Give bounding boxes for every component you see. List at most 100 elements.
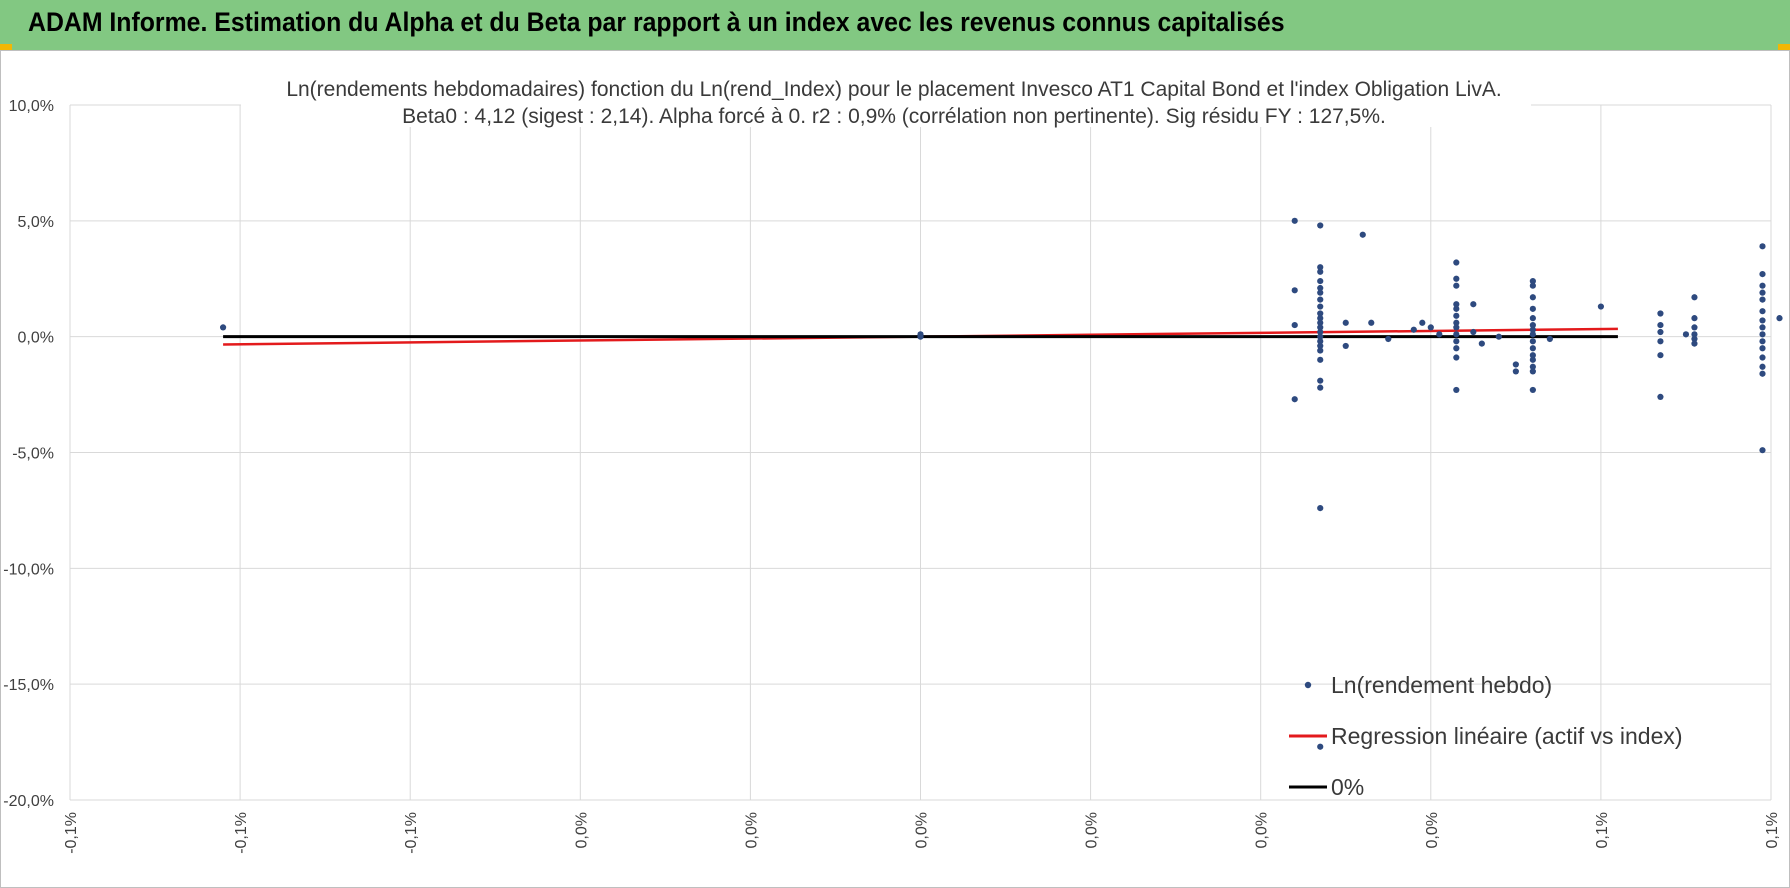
data-point (1759, 317, 1766, 324)
data-point (1317, 338, 1324, 345)
legend-marker-scatter (1304, 681, 1312, 689)
data-point (1317, 377, 1324, 384)
corner-marker-left (0, 44, 12, 50)
corner-marker-right (1778, 44, 1790, 50)
data-point (1682, 331, 1690, 338)
data-point (1453, 319, 1460, 326)
data-point (1759, 370, 1766, 377)
data-point (1529, 282, 1536, 289)
data-point (1317, 319, 1324, 326)
data-point (1529, 315, 1536, 322)
x-tick-label: -0,1% (403, 812, 420, 854)
title-background (241, 69, 1531, 127)
data-point (1657, 328, 1664, 336)
data-point (1317, 342, 1324, 350)
data-point (1759, 282, 1766, 289)
data-point (1470, 301, 1477, 308)
data-point (1453, 305, 1460, 312)
chart-title-line2: Beta0 : 4,12 (sigest : 2,14). Alpha forc… (402, 105, 1386, 128)
legend-label-zero: 0% (1331, 774, 1364, 800)
data-point (1317, 222, 1324, 229)
data-point (1368, 319, 1375, 326)
data-point (1759, 447, 1766, 454)
data-point (1453, 338, 1460, 345)
data-point (1657, 338, 1664, 345)
data-point (1453, 301, 1460, 308)
data-point (1317, 296, 1324, 303)
data-point (1427, 324, 1434, 331)
y-axis-ticks: 10,0% 5,0% 0,0% -5,0% -10,0% -15,0% -20,0% (3, 98, 54, 810)
data-point (1317, 303, 1324, 310)
data-points (219, 217, 1783, 750)
data-point (1317, 289, 1324, 296)
data-point (1529, 352, 1536, 359)
legend: Ln(rendement hebdo) Regression linéaire … (1289, 672, 1683, 800)
data-point (1317, 310, 1324, 317)
data-point (1453, 275, 1460, 282)
data-point (1776, 315, 1783, 322)
y-tick-label: -10,0% (3, 561, 54, 578)
data-point (1759, 289, 1766, 296)
legend-label-regression: Regression linéaire (actif vs index) (1331, 723, 1683, 749)
data-point (1317, 324, 1324, 331)
data-point (1317, 264, 1324, 271)
data-point (1759, 296, 1766, 303)
data-point (1529, 326, 1536, 333)
data-point (1529, 331, 1536, 338)
data-point (1317, 384, 1324, 391)
x-tick-label: -0,1% (233, 812, 250, 854)
data-point (1759, 354, 1766, 361)
data-point (1512, 368, 1519, 375)
data-point (1470, 328, 1477, 336)
legend-label-scatter: Ln(rendement hebdo) (1331, 672, 1552, 698)
data-point (219, 324, 227, 331)
data-point (1317, 328, 1324, 336)
data-point (1291, 396, 1298, 403)
data-point (1759, 243, 1766, 250)
data-point (1529, 386, 1536, 394)
data-point (1529, 338, 1536, 345)
data-point (1317, 315, 1324, 322)
y-tick-label: 10,0% (9, 98, 54, 115)
x-tick-label: 0,1% (1594, 812, 1611, 848)
data-point (1436, 331, 1443, 338)
data-point (1317, 347, 1324, 354)
data-point (1529, 321, 1536, 329)
data-point (1597, 303, 1604, 310)
y-tick-label: 0,0% (18, 330, 54, 347)
data-point (1657, 352, 1664, 359)
data-point (1342, 319, 1349, 326)
data-point (1759, 324, 1766, 331)
data-point (1691, 315, 1698, 322)
y-tick-label: -15,0% (3, 677, 54, 694)
data-point (1317, 277, 1324, 285)
data-point (1529, 294, 1536, 301)
data-point (1317, 505, 1324, 512)
data-point (1759, 363, 1766, 370)
data-point (1342, 342, 1349, 350)
y-tick-label: 5,0% (18, 214, 54, 231)
header-banner: ADAM Informe. Estimation du Alpha et du … (0, 0, 1790, 50)
data-point (1317, 268, 1324, 275)
data-point (1291, 321, 1298, 329)
data-point (1385, 335, 1392, 343)
grid-lines (69, 104, 1772, 801)
x-tick-label: 0,0% (1084, 812, 1101, 848)
data-point (1759, 308, 1766, 315)
data-point (1410, 326, 1417, 333)
chart-title-line1: Ln(rendements hebdomadaires) fonction du… (286, 78, 1501, 101)
x-tick-label: -0,1% (63, 812, 80, 854)
x-tick-label: 0,0% (914, 812, 931, 848)
data-point (1495, 333, 1502, 340)
data-point (1691, 331, 1698, 338)
data-point (1317, 284, 1324, 292)
data-point (1529, 305, 1536, 312)
data-point (917, 333, 924, 340)
data-point (1691, 324, 1698, 331)
data-point (1291, 217, 1298, 224)
data-point (1359, 231, 1366, 238)
x-tick-label: 0,0% (743, 812, 760, 848)
data-point (1529, 356, 1536, 363)
data-point (1453, 324, 1460, 331)
data-point (1529, 363, 1536, 370)
